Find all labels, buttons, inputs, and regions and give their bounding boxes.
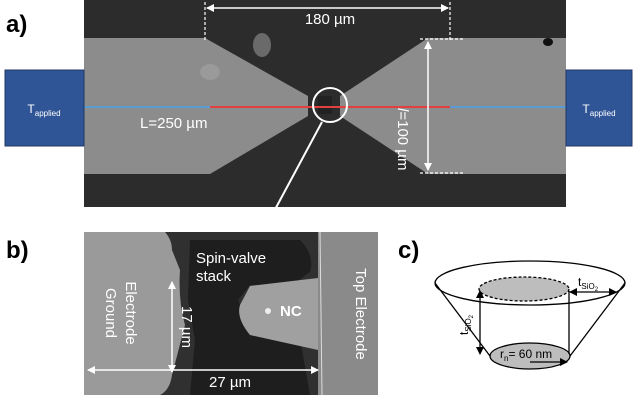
panel-label: c) xyxy=(398,237,419,264)
bath-subscript: applied xyxy=(590,109,616,118)
nanocontact xyxy=(265,308,271,314)
height-label: l=100 µm xyxy=(394,108,411,170)
radius-value: = 60 nm xyxy=(508,347,552,361)
ground-label: Electrode xyxy=(122,281,139,344)
panel-label: b) xyxy=(6,237,29,264)
inner-disk xyxy=(479,277,569,301)
panel-a: a) 180 µm l=100 µm L=250 µm Tapplied Tap… xyxy=(5,0,632,243)
ground-label: Ground xyxy=(102,288,119,338)
stack-label: Spin-valve xyxy=(196,250,266,267)
width-label: 180 µm xyxy=(305,11,355,28)
subscript: SiO xyxy=(464,318,473,331)
subscript: SiO xyxy=(581,282,594,291)
heat-bath xyxy=(5,70,84,146)
heat-bath xyxy=(566,70,632,146)
width-label: 27 µm xyxy=(209,374,251,391)
stack-label: stack xyxy=(196,268,232,285)
figure: a) 180 µm l=100 µm L=250 µm Tapplied Tap… xyxy=(0,0,638,400)
subsubscript: 2 xyxy=(469,314,475,318)
thickness-label: tSiO2 xyxy=(578,275,599,293)
radius-label: rn= 60 nm xyxy=(500,347,552,363)
height-label-value: =100 µm xyxy=(394,111,411,170)
top-label: Top Electrode xyxy=(352,268,369,360)
particle xyxy=(543,38,553,46)
panel-label: a) xyxy=(6,11,27,38)
thickness-label: tSiO2 xyxy=(457,314,475,335)
panel-c: c) tSiO2 tSiO2 rn= 60 nm xyxy=(398,237,625,369)
height-label: 17 µm xyxy=(178,306,195,348)
length-label: L=250 µm xyxy=(140,115,207,132)
bath-subscript: applied xyxy=(35,109,61,118)
particle xyxy=(200,64,220,80)
panel-b: b) Spin-valve stack Ground Electrode 17 … xyxy=(6,232,378,395)
nc-label: NC xyxy=(280,303,302,320)
junction xyxy=(318,96,332,114)
particle xyxy=(253,33,271,57)
cone-side xyxy=(435,283,490,356)
cone-side xyxy=(570,283,625,356)
